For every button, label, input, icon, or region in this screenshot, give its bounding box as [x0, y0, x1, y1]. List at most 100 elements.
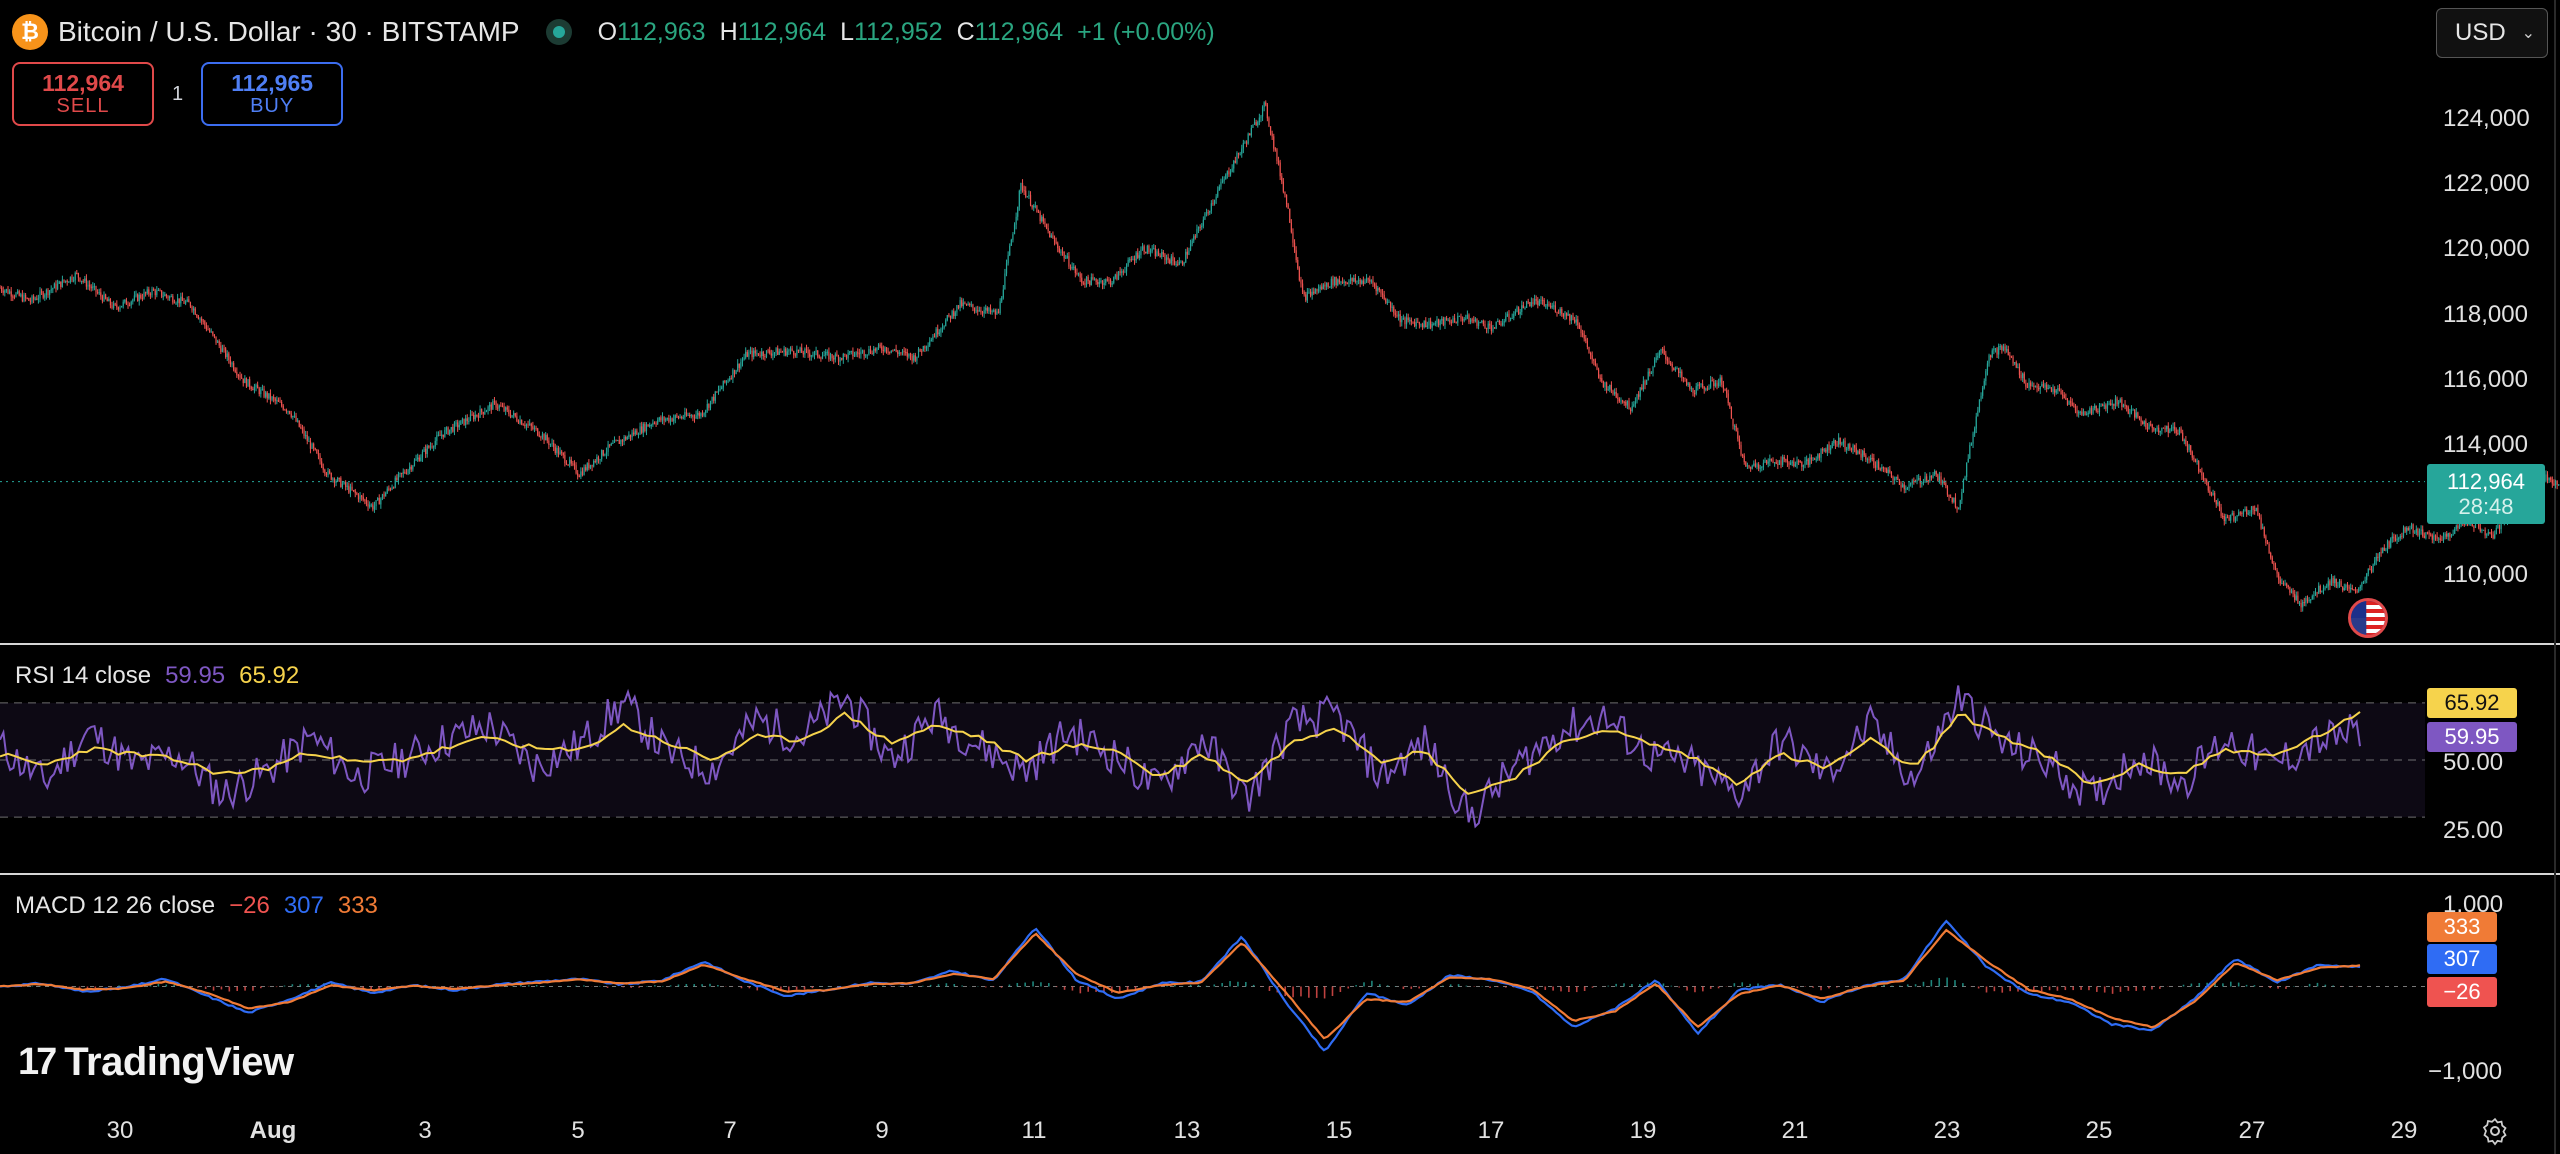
candle-body: [1822, 449, 1824, 451]
candle-body: [2041, 384, 2043, 387]
macd-hist-bar: [1575, 986, 1578, 993]
macd-hist-bar: [717, 984, 719, 987]
candle-body: [1553, 305, 1555, 307]
candle-body: [2015, 362, 2017, 368]
candle-body: [2087, 412, 2089, 415]
candle-body: [1434, 323, 1436, 325]
currency-select[interactable]: USD ⌄: [2436, 8, 2548, 58]
macd-hist-bar: [1063, 986, 1066, 990]
macd-hist-bar: [772, 986, 774, 992]
candle-body: [1092, 277, 1094, 280]
symbol-title[interactable]: Bitcoin / U.S. Dollar · 30 · BITSTAMP: [58, 16, 520, 47]
macd-hist-bar: [2285, 986, 2287, 989]
candle-body: [2348, 586, 2350, 589]
candle-body: [1007, 255, 1009, 264]
candle-body: [636, 430, 638, 435]
candle-body: [1687, 383, 1689, 385]
candle-body: [482, 411, 484, 415]
candle-body: [122, 301, 124, 306]
candle-body: [769, 350, 771, 354]
candle-body: [1606, 382, 1608, 391]
candle-body: [173, 302, 176, 304]
candle-body: [1401, 319, 1403, 323]
candle-body: [1341, 281, 1344, 283]
market-status-icon[interactable]: [545, 19, 572, 45]
candle-body: [423, 448, 425, 452]
candle-body: [1433, 323, 1435, 325]
macd-hist-bar: [1103, 986, 1105, 993]
candle-body: [2191, 451, 2193, 458]
candle-body: [489, 404, 491, 407]
candle-body: [1311, 291, 1313, 296]
tradingview-logo[interactable]: 17 TradingView: [18, 1040, 294, 1085]
candle-body: [1301, 283, 1304, 292]
candle-body: [2242, 510, 2245, 514]
candle-body: [2065, 398, 2067, 400]
candle-body: [1921, 482, 1923, 484]
macd-hist-bar: [1505, 986, 1507, 988]
candle-body: [572, 463, 574, 465]
candle-body: [548, 440, 550, 445]
candle-body: [1589, 352, 1592, 356]
candle-body: [301, 428, 304, 430]
candle-body: [1049, 230, 1051, 238]
candle-body: [2273, 562, 2275, 566]
candle-body: [1201, 225, 1203, 228]
candle-body: [2046, 384, 2048, 389]
candle-body: [2473, 526, 2475, 529]
settings-gear-icon[interactable]: [2480, 1116, 2510, 1146]
candle-body: [2271, 557, 2273, 563]
macd-hist-bar: [1386, 985, 1389, 987]
candle-body: [1855, 447, 1857, 454]
candle-body: [2134, 409, 2136, 418]
buy-button[interactable]: 112,965 BUY: [201, 62, 344, 126]
macd-legend[interactable]: MACD 12 26 close −26 307 333: [15, 892, 378, 920]
candle-body: [868, 349, 870, 355]
candle-body: [31, 296, 33, 302]
macd-hist-bar: [1638, 984, 1641, 987]
candle-body: [1113, 277, 1115, 283]
macd-hist-bar: [1662, 983, 1665, 987]
candle-body: [2172, 426, 2174, 429]
candle-body: [1428, 321, 1430, 326]
candle-body: [1095, 279, 1097, 283]
us-flag-event-icon[interactable]: [2348, 598, 2388, 638]
candle-body: [18, 291, 20, 296]
candle-body: [1370, 280, 1372, 282]
candle-body: [1228, 171, 1230, 175]
candle-body: [1562, 314, 1564, 317]
candle-body: [1586, 340, 1588, 347]
macd-hist-bar: [220, 986, 223, 990]
macd-hist-bar: [622, 986, 625, 988]
candle-body: [1217, 190, 1219, 197]
candle-body: [2434, 535, 2437, 537]
candle-body: [674, 415, 676, 419]
candle-body: [300, 426, 302, 429]
sell-button[interactable]: 112,964 SELL: [12, 62, 154, 126]
candle-body: [1559, 308, 1561, 313]
candle-body: [1015, 216, 1017, 225]
candle-body: [1557, 312, 1560, 314]
candle-body: [631, 432, 633, 438]
candle-body: [49, 290, 51, 296]
quantity-value[interactable]: 1: [172, 82, 184, 105]
candle-body: [997, 311, 1000, 314]
candle-body: [2042, 384, 2045, 388]
candle-body: [108, 298, 110, 302]
candle-body: [2143, 421, 2145, 425]
macd-hist-bar: [1835, 986, 1838, 988]
candle-body: [676, 415, 678, 417]
candle-body: [2412, 524, 2414, 533]
candle-body: [877, 344, 880, 348]
rsi-legend[interactable]: RSI 14 close 59.95 65.92: [15, 662, 299, 690]
candle-body: [145, 292, 147, 294]
candle-body: [297, 420, 299, 422]
candle-body: [2308, 599, 2310, 602]
candle-body: [2295, 595, 2297, 600]
candle-body: [711, 396, 713, 401]
candle-body: [1372, 280, 1374, 284]
candle-body: [1085, 276, 1088, 285]
candle-body: [1953, 497, 1955, 502]
candle-body: [391, 487, 393, 490]
